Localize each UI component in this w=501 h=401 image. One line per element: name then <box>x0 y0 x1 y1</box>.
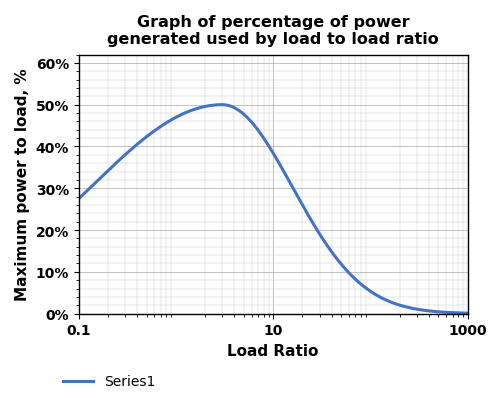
Y-axis label: Maximum power to load, %: Maximum power to load, % <box>15 69 30 301</box>
Legend: Series1: Series1 <box>57 369 161 394</box>
Title: Graph of percentage of power
generated used by load to load ratio: Graph of percentage of power generated u… <box>107 15 438 47</box>
X-axis label: Load Ratio: Load Ratio <box>227 343 318 358</box>
